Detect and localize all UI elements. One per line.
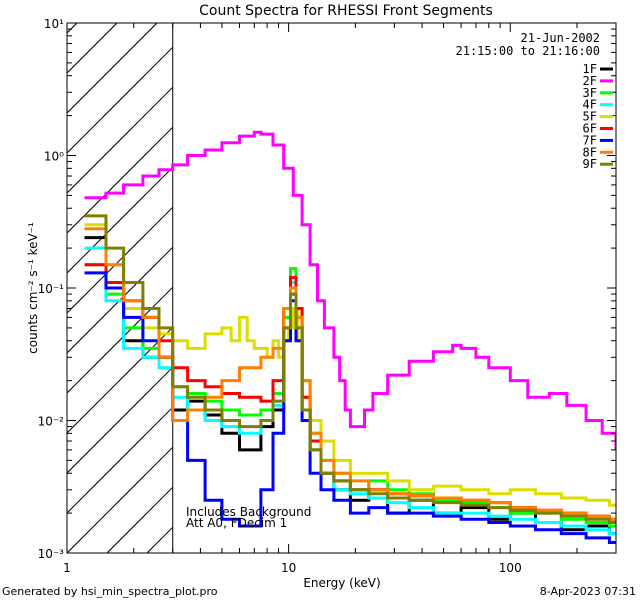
annotation-background: Includes Background [186,505,311,519]
x-tick-label: 100 [499,561,522,575]
excluded-energy-hatch [66,22,174,554]
y-tick-label: 10¹ [44,17,64,31]
observation-time-range: 21:15:00 to 21:16:00 [456,44,601,58]
axes: 1 10 100 10⁻³ 10⁻² 10⁻¹ 10⁰ 10¹ [38,17,617,575]
series-5F [84,223,616,507]
legend-label-3F: 3F [583,86,597,100]
annotation-attenuator: Att A0, FDecim 1 [186,516,287,530]
y-axis-label: counts cm⁻² s⁻¹ keV⁻¹ [26,222,40,354]
series-8F [84,227,616,521]
series-7F [84,271,616,544]
y-tick-label: 10⁻¹ [38,282,65,296]
series-2F [84,130,616,450]
x-tick-label: 10 [281,561,296,575]
legend-label-8F: 8F [583,145,597,159]
y-tick-label: 10⁻² [38,415,65,429]
legend-label-1F: 1F [583,62,597,76]
series-9F [84,214,616,524]
legend-label-7F: 7F [583,133,597,147]
observation-date: 21-Jun-2002 [521,31,600,45]
legend-label-5F: 5F [583,110,597,124]
generated-timestamp: 8-Apr-2023 07:31 [540,585,636,598]
legend-label-4F: 4F [583,98,597,112]
series-layer [84,130,616,544]
legend-label-9F: 9F [583,157,597,171]
x-axis-label: Energy (keV) [303,576,380,590]
legend-label-2F: 2F [583,74,597,88]
x-tick-label: 1 [63,561,71,575]
legend-label-6F: 6F [583,122,597,136]
chart-title: Count Spectra for RHESSI Front Segments [199,3,493,19]
generated-by: Generated by hsi_min_spectra_plot.pro [2,585,218,598]
y-tick-label: 10⁻³ [38,547,65,561]
y-tick-label: 10⁰ [44,150,64,164]
